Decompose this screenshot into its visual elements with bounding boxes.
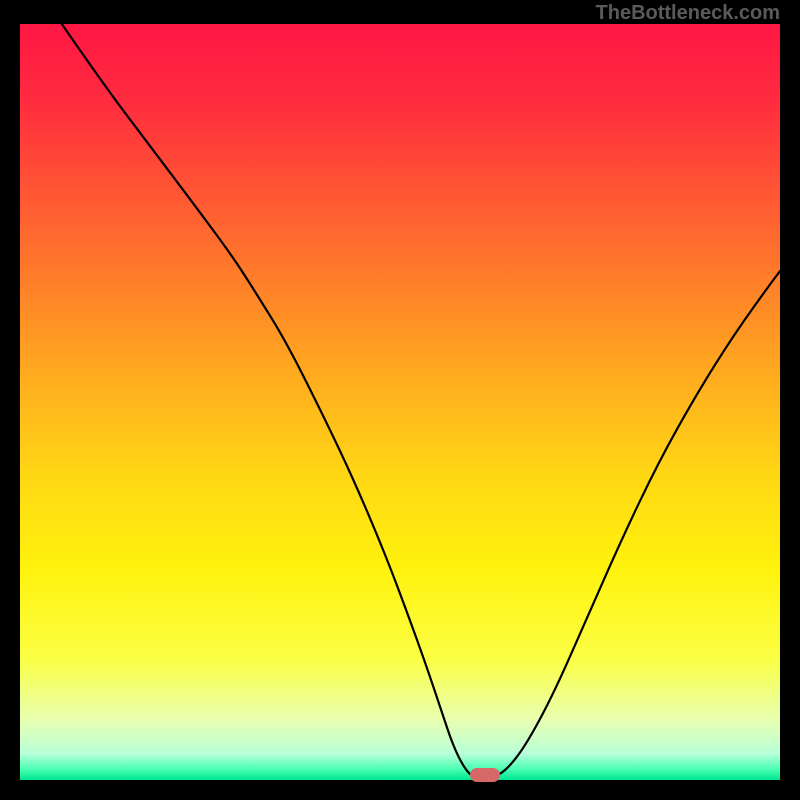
bottleneck-curve [20,24,780,780]
optimal-marker [470,768,500,782]
chart-container [20,24,780,780]
watermark-text: TheBottleneck.com [596,2,780,25]
